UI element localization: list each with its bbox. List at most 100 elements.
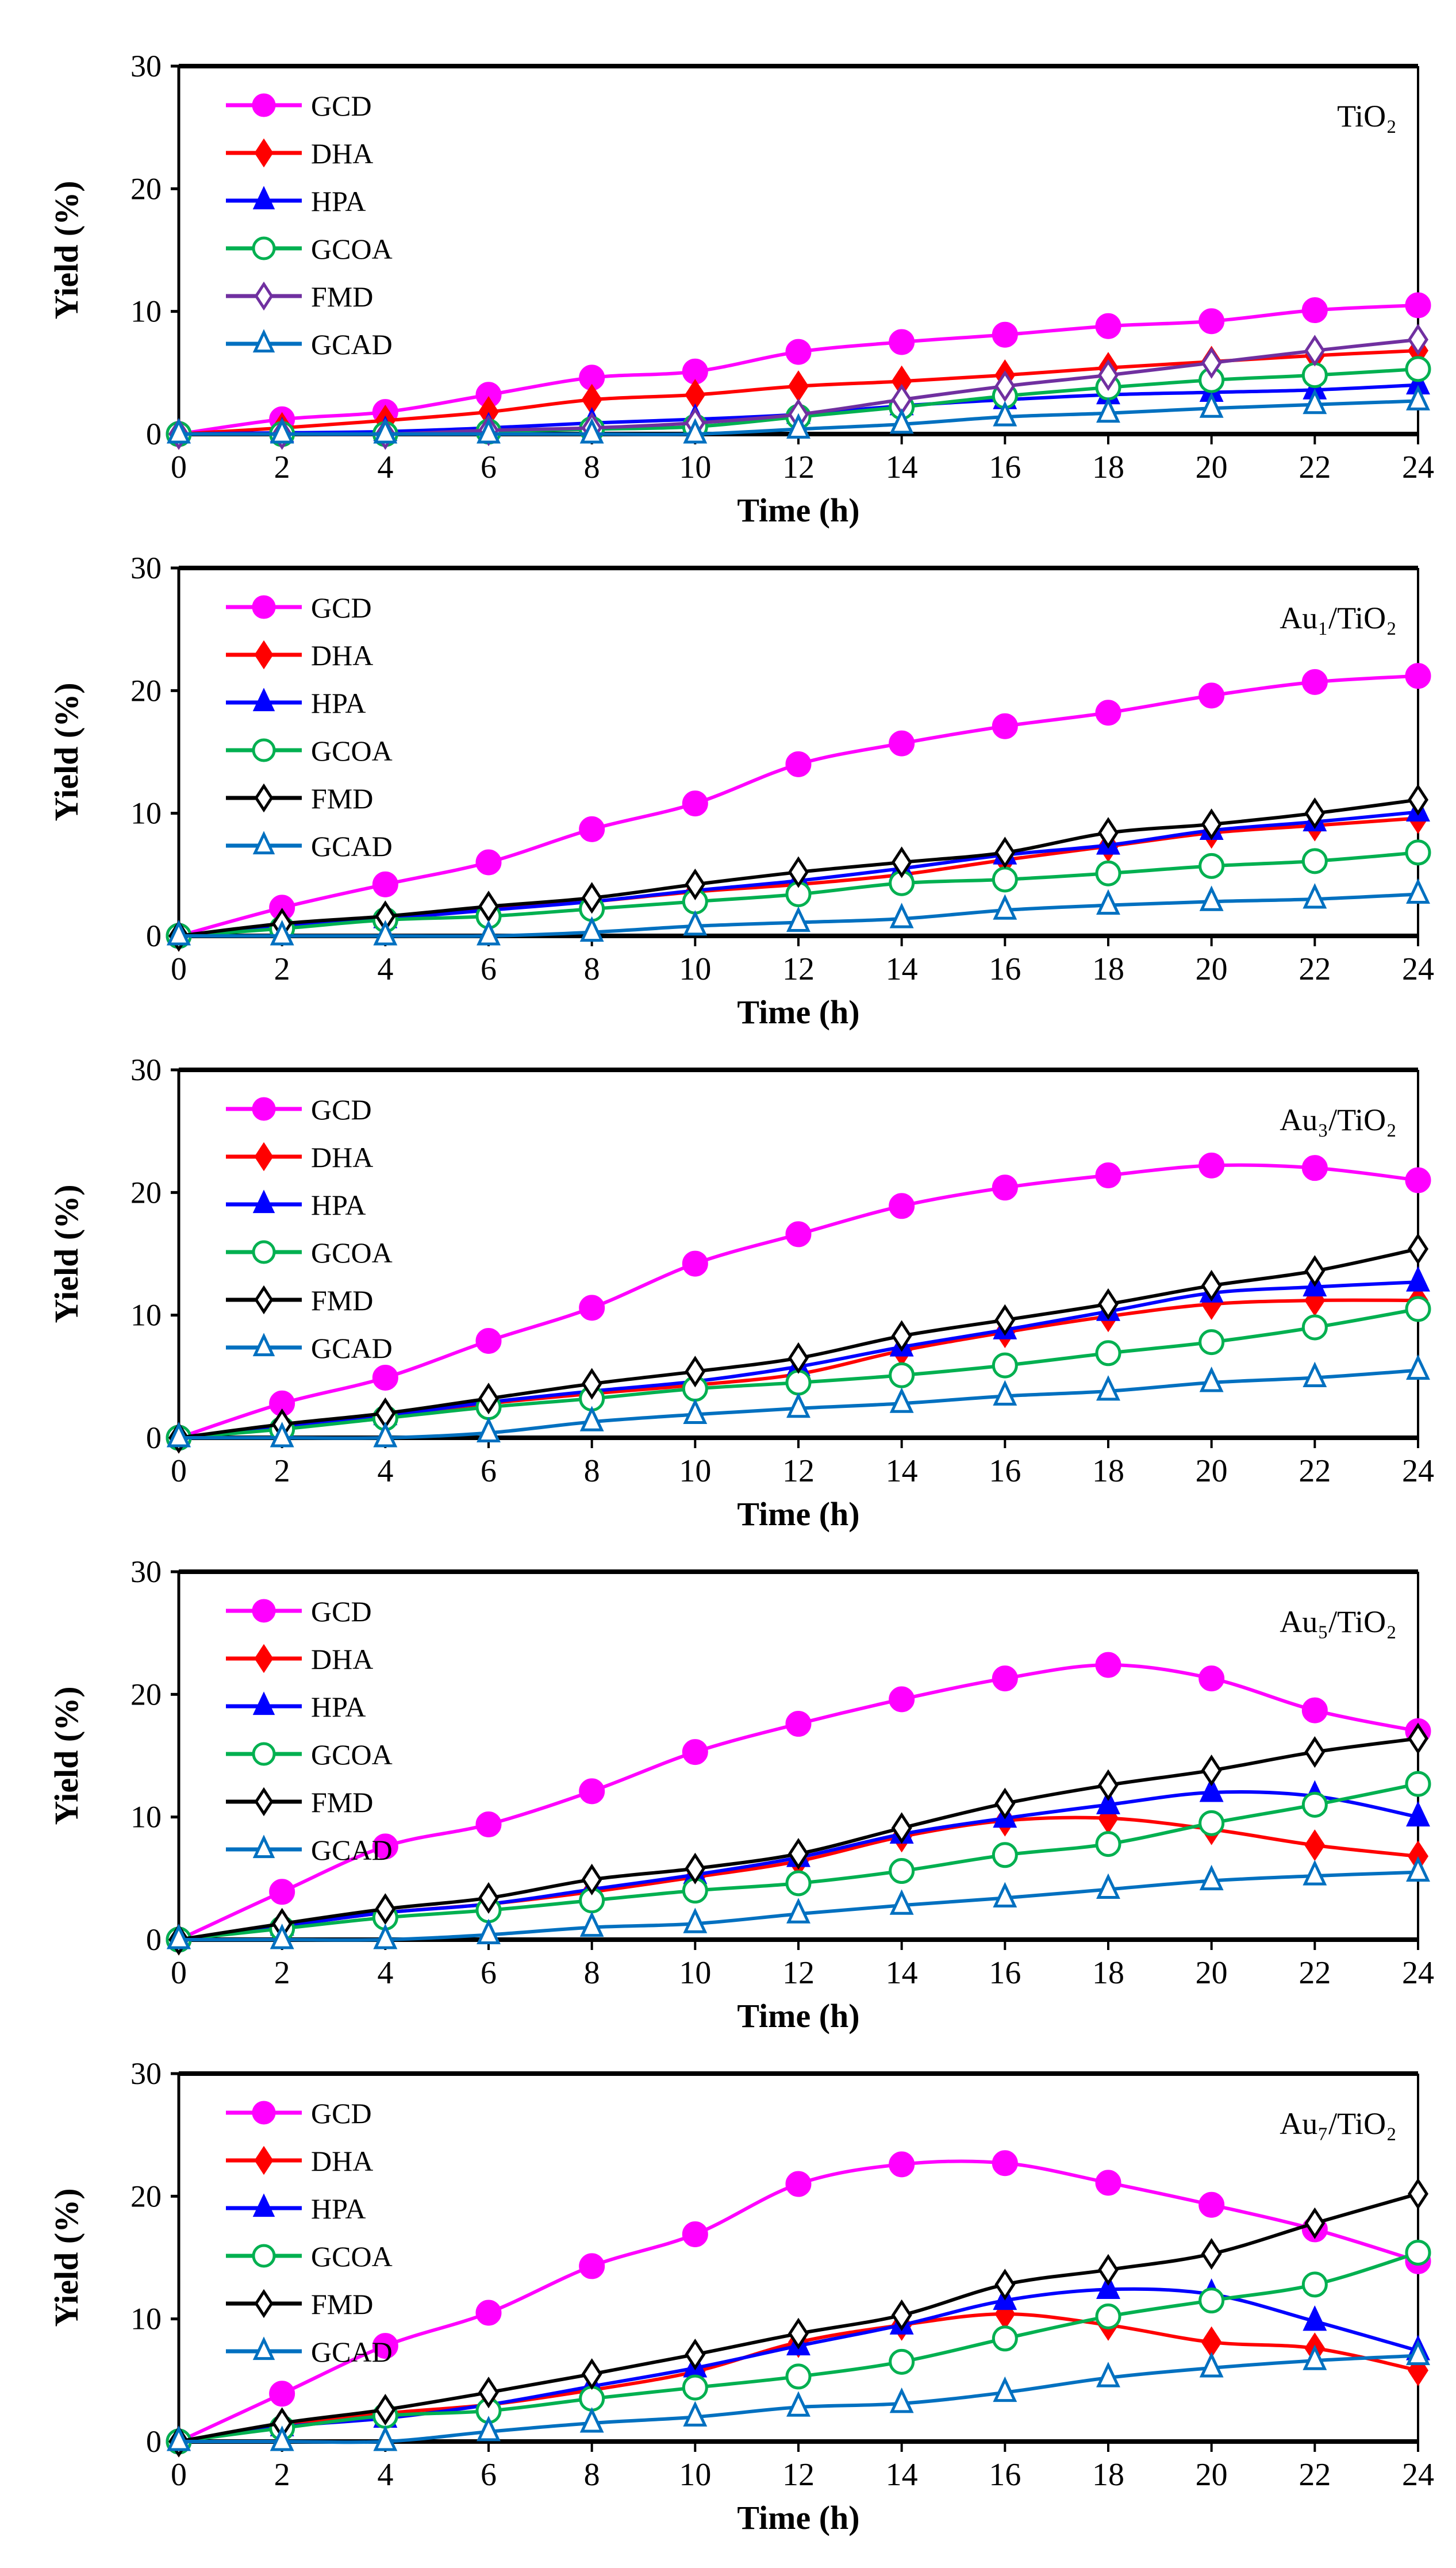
legend-item-hpa: HPA: [226, 2193, 366, 2225]
data-point-gcad: [889, 1387, 914, 1413]
series-gcad: [167, 2339, 1430, 2451]
x-tick-label: 6: [481, 2457, 497, 2493]
legend-marker-gcoa: [252, 738, 276, 762]
legend-item-fmd: FMD: [226, 1786, 373, 1818]
data-point-gcd: [1405, 292, 1431, 318]
data-point-fmd: [375, 2393, 396, 2426]
x-tick-label: 4: [377, 2457, 393, 2493]
data-point-fmd: [994, 836, 1016, 869]
data-point-gcd: [1198, 1665, 1225, 1692]
legend-marker-gcad: [252, 2336, 275, 2360]
data-point-fmd: [1304, 1255, 1326, 1287]
data-point-gcad: [373, 2425, 398, 2451]
data-point-fmd: [1201, 2238, 1222, 2270]
data-point-gcd: [682, 2221, 708, 2247]
data-point-gcad: [786, 906, 810, 932]
legend-marker-gcd: [252, 1599, 276, 1623]
data-point-gcd: [372, 2333, 398, 2359]
data-point-fmd: [788, 856, 809, 888]
legend-marker-fmd: [254, 281, 274, 311]
data-point-gcoa: [785, 1369, 812, 1396]
data-point-gcad: [477, 418, 501, 444]
legend-marker-hpa: [252, 1691, 275, 1715]
data-point-fmd: [1304, 797, 1326, 830]
data-point-gcad: [373, 418, 398, 444]
data-point-fmd: [891, 1812, 912, 1844]
data-point-gcd: [372, 1364, 398, 1391]
data-point-gcd: [785, 751, 812, 777]
legend-item-hpa: HPA: [226, 1691, 366, 1723]
data-point-gcad: [786, 1898, 810, 1924]
data-point-gcd: [372, 871, 398, 897]
x-tick-label: 2: [274, 1955, 290, 1991]
data-point-gcad: [1199, 392, 1224, 418]
x-tick-label: 12: [782, 1453, 815, 1489]
legend-label: GCD: [311, 1093, 372, 1126]
data-point-fmd: [788, 1342, 809, 1374]
data-point-gcd: [1198, 682, 1225, 709]
panel-catalyst-label: Au₅/TiO₂: [1280, 1604, 1397, 1639]
data-point-gcad: [993, 2376, 1017, 2402]
legend-item-gcoa: GCOA: [226, 2240, 393, 2273]
data-point-gcd: [682, 790, 708, 817]
data-point-gcd: [992, 1174, 1018, 1201]
data-point-gcad: [167, 920, 191, 946]
x-tick-label: 18: [1092, 450, 1124, 485]
x-tick-label: 12: [782, 1955, 815, 1991]
legend-item-fmd: FMD: [226, 1284, 373, 1316]
legend-label: GCAD: [311, 1332, 393, 1364]
data-point-fmd: [1408, 1722, 1428, 1755]
data-point-gcad: [373, 1924, 398, 1949]
panel-catalyst-label: Au₃/TiO₂: [1280, 1103, 1397, 1137]
x-tick-label: 24: [1402, 1955, 1434, 1991]
y-tick-label: 20: [130, 1677, 162, 1711]
x-tick-label: 22: [1299, 1453, 1331, 1489]
legend-item-gcoa: GCOA: [226, 233, 393, 265]
data-point-gcoa: [1405, 1771, 1431, 1797]
data-point-fmd: [1098, 1769, 1119, 1801]
legend-item-dha: DHA: [226, 2145, 373, 2177]
x-tick-label: 20: [1196, 2457, 1228, 2493]
x-axis-title: Time (h): [737, 2499, 859, 2536]
x-tick-label: 16: [989, 1453, 1021, 1489]
data-point-fmd: [1098, 359, 1119, 391]
x-tick-label: 20: [1196, 1453, 1228, 1489]
x-tick-label: 0: [171, 1955, 187, 1991]
x-tick-label: 8: [584, 1453, 600, 1489]
data-point-fmd: [581, 1863, 602, 1896]
data-point-gcoa: [579, 2385, 605, 2412]
data-point-gcad: [889, 2387, 914, 2413]
x-tick-label: 18: [1092, 1955, 1124, 1991]
legend-marker-dha: [254, 640, 274, 670]
legend-marker-gcd: [252, 1097, 276, 1121]
x-tick-label: 22: [1299, 1955, 1331, 1991]
x-tick-label: 22: [1299, 2457, 1331, 2493]
data-point-gcoa: [1301, 2271, 1328, 2298]
legend-marker-gcoa: [252, 236, 276, 260]
x-tick-label: 22: [1299, 450, 1331, 485]
legend-item-gcd: GCD: [226, 1595, 372, 1627]
legend-label: FMD: [311, 281, 373, 313]
data-point-gcoa: [1095, 1831, 1121, 1857]
data-point-fmd: [1098, 817, 1119, 849]
data-point-gcad: [993, 1380, 1017, 1406]
legend-item-hpa: HPA: [226, 687, 366, 719]
data-point-gcd: [269, 2381, 295, 2407]
y-tick-label: 10: [130, 294, 162, 329]
legend-item-dha: DHA: [226, 639, 373, 671]
data-point-gcd: [269, 1879, 295, 1905]
data-point-hpa: [1096, 1788, 1120, 1814]
data-point-gcad: [167, 418, 191, 444]
legend-item-gcd: GCD: [226, 592, 372, 624]
data-point-gcd: [475, 849, 502, 876]
data-point-gcd: [1301, 669, 1328, 695]
x-tick-label: 14: [886, 1955, 918, 1991]
data-point-gcd: [785, 2171, 812, 2197]
x-tick-label: 20: [1196, 1955, 1228, 1991]
x-tick-label: 14: [886, 1453, 918, 1489]
y-tick-label: 0: [146, 417, 162, 451]
data-point-gcoa: [785, 2363, 812, 2390]
legend-marker-gcad: [252, 329, 275, 353]
y-tick-label: 30: [130, 1053, 162, 1087]
